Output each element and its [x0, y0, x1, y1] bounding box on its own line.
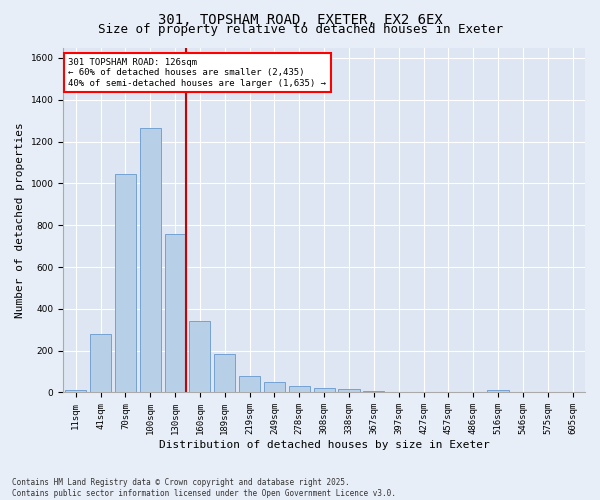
Text: Size of property relative to detached houses in Exeter: Size of property relative to detached ho…	[97, 22, 503, 36]
Bar	[264, 382, 285, 392]
Text: 301, TOPSHAM ROAD, EXETER, EX2 6EX: 301, TOPSHAM ROAD, EXETER, EX2 6EX	[158, 12, 442, 26]
Bar	[338, 390, 359, 392]
Bar	[115, 174, 136, 392]
Bar	[363, 391, 385, 392]
Bar	[190, 322, 211, 392]
Bar	[487, 390, 509, 392]
X-axis label: Distribution of detached houses by size in Exeter: Distribution of detached houses by size …	[159, 440, 490, 450]
Bar	[65, 390, 86, 392]
Text: 301 TOPSHAM ROAD: 126sqm
← 60% of detached houses are smaller (2,435)
40% of sem: 301 TOPSHAM ROAD: 126sqm ← 60% of detach…	[68, 58, 326, 88]
Y-axis label: Number of detached properties: Number of detached properties	[15, 122, 25, 318]
Text: Contains HM Land Registry data © Crown copyright and database right 2025.
Contai: Contains HM Land Registry data © Crown c…	[12, 478, 396, 498]
Bar	[214, 354, 235, 393]
Bar	[140, 128, 161, 392]
Bar	[314, 388, 335, 392]
Bar	[289, 386, 310, 392]
Bar	[239, 376, 260, 392]
Bar	[164, 234, 185, 392]
Bar	[90, 334, 111, 392]
